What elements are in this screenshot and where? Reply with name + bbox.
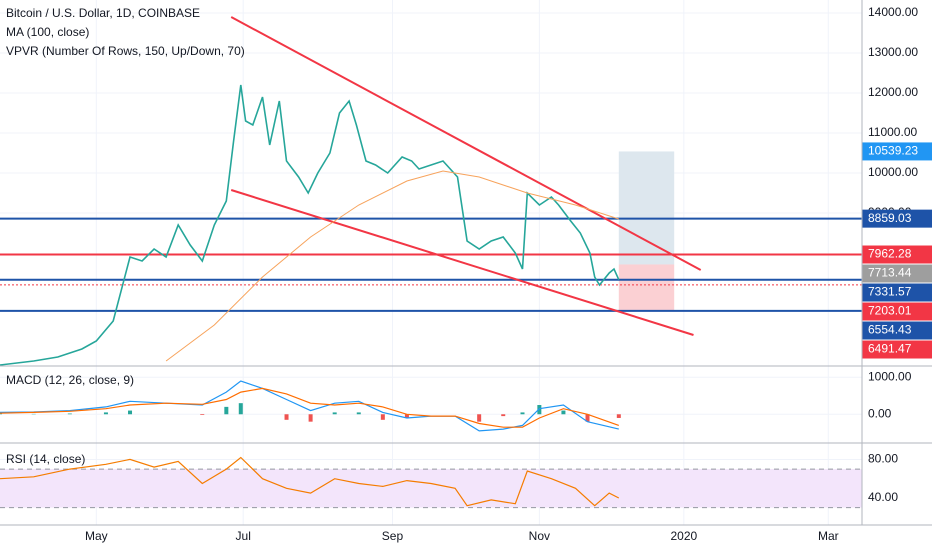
indicator-title: VPVR (Number Of Rows, 150, Up/Down, 70) xyxy=(6,44,245,58)
indicator-title: MA (100, close) xyxy=(6,25,89,39)
rsi-title: RSI (14, close) xyxy=(6,452,85,466)
stop-zone xyxy=(618,264,675,311)
macd-histogram xyxy=(561,410,566,415)
y-tick-label: 1000.00 xyxy=(868,369,912,383)
rsi-band xyxy=(0,469,862,508)
price-line xyxy=(0,84,620,366)
price-label-bg xyxy=(862,245,932,264)
macd-histogram xyxy=(284,414,289,420)
price-label-bg xyxy=(862,340,932,359)
macd-histogram xyxy=(380,414,385,420)
y-tick-label: 0.00 xyxy=(868,406,892,420)
y-tick-label: 13000.00 xyxy=(868,45,918,59)
trendline xyxy=(230,16,702,271)
macd-histogram xyxy=(616,414,621,418)
macd-histogram xyxy=(200,414,205,416)
macd-histogram xyxy=(520,412,525,415)
chart-title: Bitcoin / U.S. Dollar, 1D, COINBASE xyxy=(6,6,200,20)
macd-histogram xyxy=(477,414,482,422)
macd-histogram xyxy=(356,412,361,415)
x-tick-label: 2020 xyxy=(670,529,697,543)
y-tick-label: 12000.00 xyxy=(868,85,918,99)
price-label-bg xyxy=(862,321,932,340)
macd-histogram xyxy=(103,412,108,415)
macd-histogram xyxy=(128,410,133,415)
price-label-bg xyxy=(862,302,932,321)
x-tick-label: Jul xyxy=(236,529,251,543)
y-tick-label: 40.00 xyxy=(868,490,898,504)
price-label: 6554.43 xyxy=(868,323,912,337)
y-tick-label: 10000.00 xyxy=(868,165,918,179)
price-label: 7962.28 xyxy=(868,247,912,261)
price-label: 7713.44 xyxy=(868,266,912,280)
macd-histogram xyxy=(332,412,337,415)
price-label-bg xyxy=(862,283,932,302)
macd-title: MACD (12, 26, close, 9) xyxy=(6,373,134,387)
x-tick-label: Nov xyxy=(529,529,550,543)
price-label: 8859.03 xyxy=(868,211,912,225)
y-tick-label: 14000.00 xyxy=(868,5,918,19)
signal-line xyxy=(0,387,620,428)
y-tick-label: 80.00 xyxy=(868,452,898,466)
target-zone xyxy=(618,151,675,265)
macd-line xyxy=(0,380,619,432)
macd-histogram xyxy=(537,405,542,415)
price-line xyxy=(165,170,619,362)
macd-histogram xyxy=(404,414,409,418)
price-label: 6491.47 xyxy=(868,342,912,356)
price-label-bg xyxy=(862,209,932,228)
macd-histogram xyxy=(238,403,243,415)
price-label-bg xyxy=(862,142,932,161)
price-label: 7331.57 xyxy=(868,285,912,299)
price-label: 7203.01 xyxy=(868,304,912,318)
x-tick-label: Mar xyxy=(818,529,839,543)
macd-histogram xyxy=(0,413,2,415)
x-tick-label: May xyxy=(85,529,108,543)
y-tick-label: 11000.00 xyxy=(868,125,917,139)
x-tick-label: Sep xyxy=(382,529,404,543)
rsi-line xyxy=(0,456,620,507)
macd-histogram xyxy=(585,414,590,422)
price-label: 10539.23 xyxy=(868,144,918,158)
price-label-bg xyxy=(862,264,932,283)
macd-histogram xyxy=(308,414,313,422)
macd-histogram xyxy=(501,414,506,417)
macd-histogram xyxy=(67,413,72,415)
macd-histogram xyxy=(224,406,229,415)
trendline xyxy=(230,189,694,336)
